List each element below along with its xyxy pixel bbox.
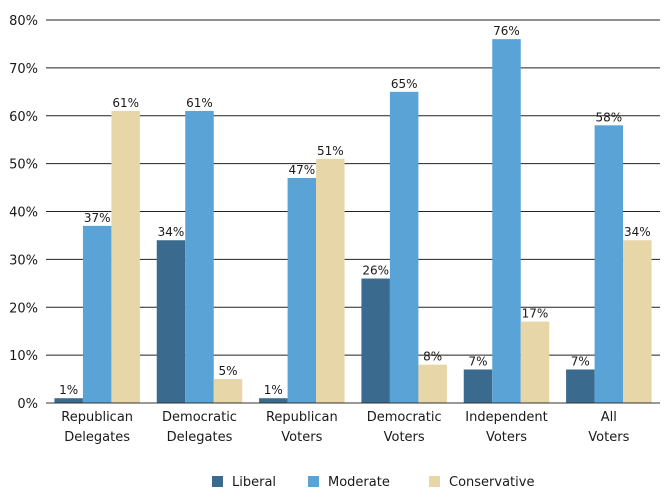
category-label: Voters [486, 430, 527, 445]
data-label: 17% [522, 307, 549, 321]
bar-conservative [418, 364, 447, 403]
bars [54, 39, 652, 404]
legend-label-moderate: Moderate [328, 475, 390, 490]
bar-moderate [185, 110, 214, 404]
y-tick-label: 30% [9, 253, 38, 268]
y-axis-ticks: 0% 10% 20% 30% 40% 50% 60% 70% 80% [9, 14, 38, 412]
bar-liberal [463, 369, 493, 403]
gridlines [46, 19, 660, 356]
category-labels: Republican Delegates Democratic Delegates Re… [61, 410, 629, 445]
data-label: 37% [84, 211, 111, 225]
data-label: 1% [264, 383, 283, 397]
bar-moderate [82, 225, 112, 403]
bar-conservative [316, 158, 345, 403]
category-label: Delegates [64, 430, 130, 445]
data-label: 34% [624, 225, 651, 239]
y-tick-label: 10% [9, 349, 38, 364]
category-label: Republican [266, 410, 338, 425]
category-label: Democratic [162, 410, 237, 425]
y-tick-label: 0% [17, 397, 38, 412]
bar-conservative [111, 110, 140, 404]
bar-liberal [566, 369, 595, 403]
bar-conservative [520, 321, 550, 403]
data-label: 47% [288, 163, 315, 177]
category-label: Republican [61, 410, 133, 425]
data-label: 58% [595, 110, 622, 124]
data-label: 1% [59, 383, 78, 397]
bar-liberal [54, 398, 83, 403]
data-label: 61% [112, 96, 139, 110]
data-label: 26% [362, 264, 389, 278]
data-label: 34% [158, 225, 185, 239]
bar-conservative [213, 379, 243, 403]
legend-swatch-moderate [308, 476, 319, 487]
data-label: 51% [317, 144, 344, 158]
data-label: 65% [391, 77, 418, 91]
data-label: 5% [218, 364, 237, 378]
category-label: Voters [281, 430, 322, 445]
legend-swatch-liberal [212, 476, 223, 487]
y-tick-label: 40% [9, 206, 38, 221]
data-label: 8% [423, 350, 442, 364]
category-label: Delegates [167, 430, 233, 445]
y-tick-label: 20% [9, 301, 38, 316]
bar-liberal [259, 398, 288, 403]
legend-swatch-conservative [429, 476, 440, 487]
data-label: 7% [571, 354, 590, 368]
data-label: 7% [468, 354, 487, 368]
data-label: 76% [493, 24, 520, 38]
bar-moderate [389, 91, 419, 403]
legend: Liberal Moderate Conservative [212, 475, 534, 490]
legend-label-conservative: Conservative [449, 475, 534, 490]
y-tick-label: 70% [9, 62, 38, 77]
legend-label-liberal: Liberal [232, 475, 276, 490]
category-label: Voters [384, 430, 425, 445]
bar-liberal [361, 278, 390, 403]
category-label: Independent [465, 410, 547, 425]
bar-moderate [594, 125, 624, 403]
category-label: Democratic [367, 410, 442, 425]
y-tick-label: 80% [9, 14, 38, 29]
y-tick-label: 50% [9, 158, 38, 173]
category-label: All [601, 410, 617, 425]
bar-conservative [623, 240, 652, 403]
bar-liberal [156, 240, 186, 403]
data-label: 61% [186, 96, 213, 110]
bar-moderate [492, 39, 521, 404]
category-label: Voters [588, 430, 629, 445]
y-tick-label: 60% [9, 110, 38, 125]
bar-moderate [287, 177, 317, 403]
data-labels: 1% 37% 61% 34% 61% 5% 1% 47%51% 26% 65% 8% 7% 76% 17%… [59, 24, 651, 397]
